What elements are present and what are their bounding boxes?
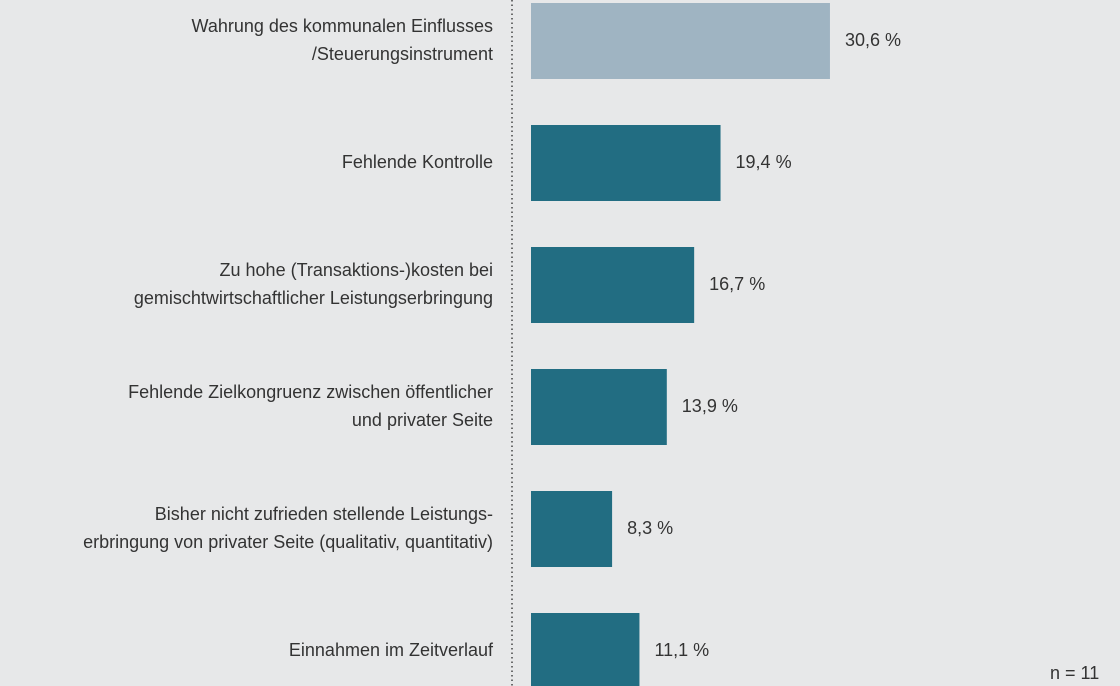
category-label: Fehlende Zielkongruenz zwischen öffentli…	[128, 382, 493, 430]
category-line: und privater Seite	[352, 410, 493, 430]
category-line: Fehlende Zielkongruenz zwischen öffentli…	[128, 382, 493, 402]
category-line: Einnahmen im Zeitverlauf	[289, 640, 494, 660]
category-line: Zu hohe (Transaktions-)kosten bei	[220, 260, 493, 280]
value-label: 19,4 %	[736, 152, 792, 172]
category-label: Zu hohe (Transaktions-)kosten bei gemisch…	[134, 260, 493, 308]
value-label: 16,7 %	[709, 274, 765, 294]
category-label: Einnahmen im Zeitverlauf	[289, 640, 494, 660]
bar	[531, 125, 721, 201]
annotation: n = 11	[1050, 663, 1099, 683]
bar	[531, 491, 613, 567]
category-line: Bisher nicht zufrieden stellende Leistun…	[155, 504, 493, 524]
bar	[531, 369, 667, 445]
value-label: 13,9 %	[682, 396, 738, 416]
category-label: Fehlende Kontrolle	[342, 152, 493, 172]
category-label: Bisher nicht zufrieden stellende Leistun…	[83, 504, 493, 552]
category-line: /Steuerungsinstrument	[312, 44, 493, 64]
bar	[531, 247, 695, 323]
bar	[531, 613, 640, 686]
category-label: Wahrung des kommunalen Einflusses/Steuer…	[192, 16, 493, 64]
value-label: 11,1 %	[654, 640, 709, 660]
bar	[531, 3, 830, 79]
category-line: Wahrung des kommunalen Einflusses	[192, 16, 493, 36]
category-line: Fehlende Kontrolle	[342, 152, 493, 172]
category-line: gemischtwirtschaftlicher Leistungserbrin…	[134, 288, 493, 308]
value-label: 30,6 %	[845, 30, 901, 50]
category-line: erbringung von privater Seite (qualitati…	[83, 532, 493, 552]
value-label: 8,3 %	[627, 518, 673, 538]
